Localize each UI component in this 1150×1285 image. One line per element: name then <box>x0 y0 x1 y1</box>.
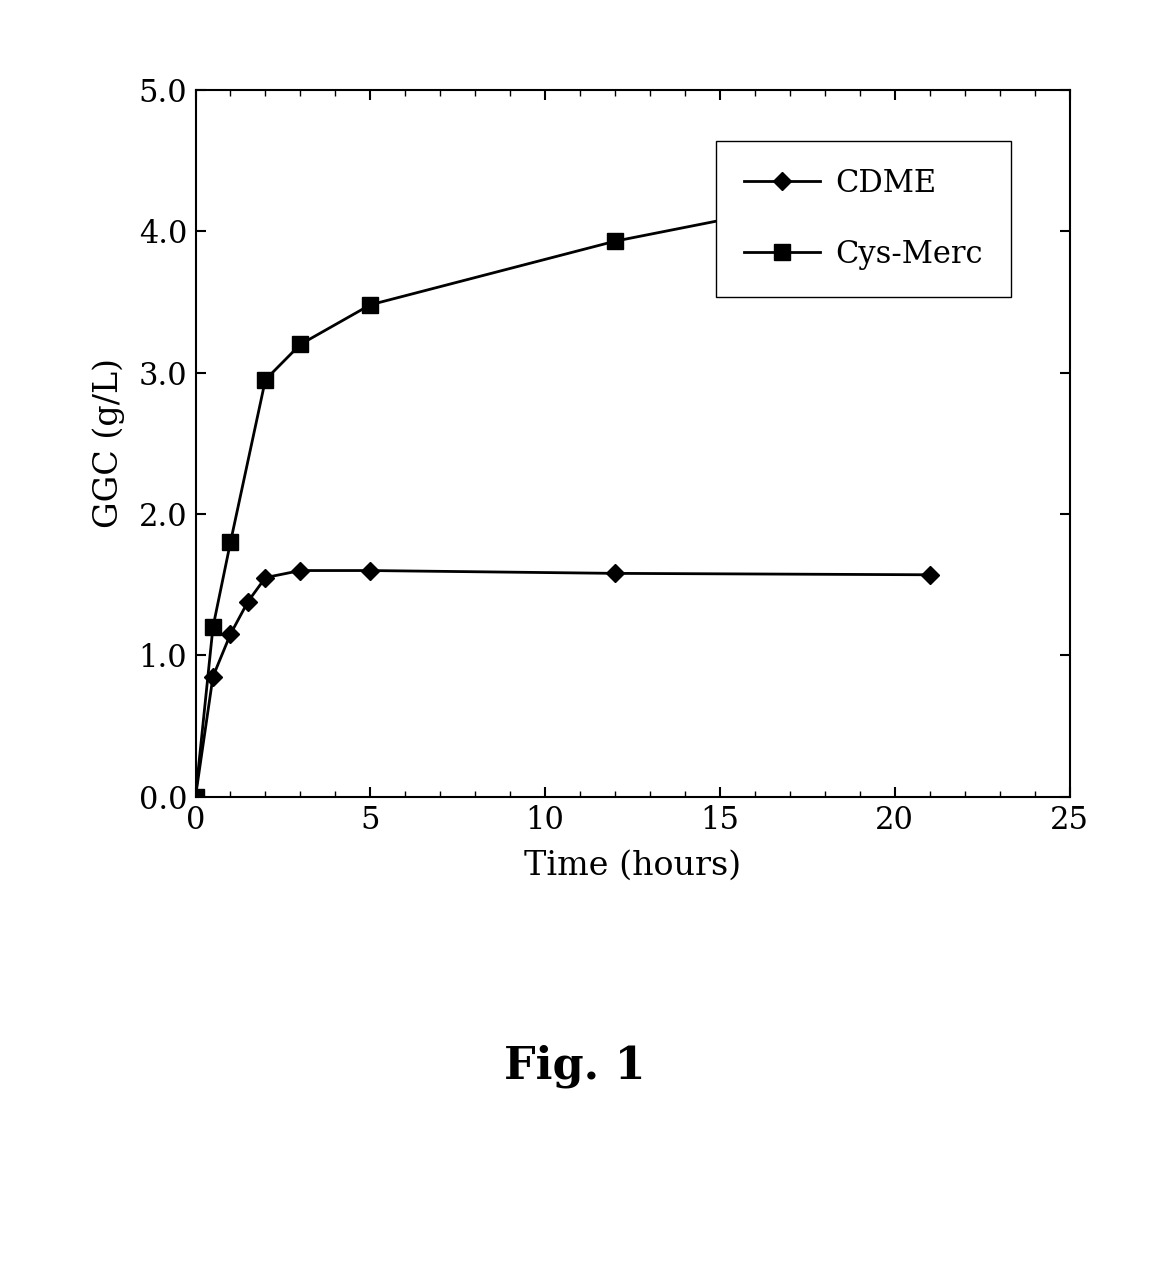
Line: Cys-Merc: Cys-Merc <box>187 171 937 804</box>
CDME <box>293 563 307 578</box>
CDME <box>363 563 377 578</box>
Cys-Merc <box>223 535 237 550</box>
Cys-Merc <box>293 337 307 352</box>
Cys-Merc <box>259 373 273 388</box>
CDME <box>922 567 936 582</box>
Text: Fig. 1: Fig. 1 <box>504 1045 646 1088</box>
Cys-Merc <box>608 234 622 249</box>
CDME <box>189 789 202 804</box>
Cys-Merc <box>922 171 936 186</box>
Legend: CDME, Cys-Merc: CDME, Cys-Merc <box>716 140 1011 297</box>
X-axis label: Time (hours): Time (hours) <box>524 849 741 882</box>
Y-axis label: GGC (g/L): GGC (g/L) <box>92 359 124 528</box>
CDME <box>223 626 237 641</box>
Line: CDME: CDME <box>190 564 936 803</box>
Cys-Merc <box>363 297 377 312</box>
CDME <box>259 569 273 585</box>
CDME <box>206 668 220 684</box>
Cys-Merc <box>189 789 202 804</box>
CDME <box>242 594 255 609</box>
CDME <box>608 565 622 581</box>
Cys-Merc <box>206 619 220 635</box>
